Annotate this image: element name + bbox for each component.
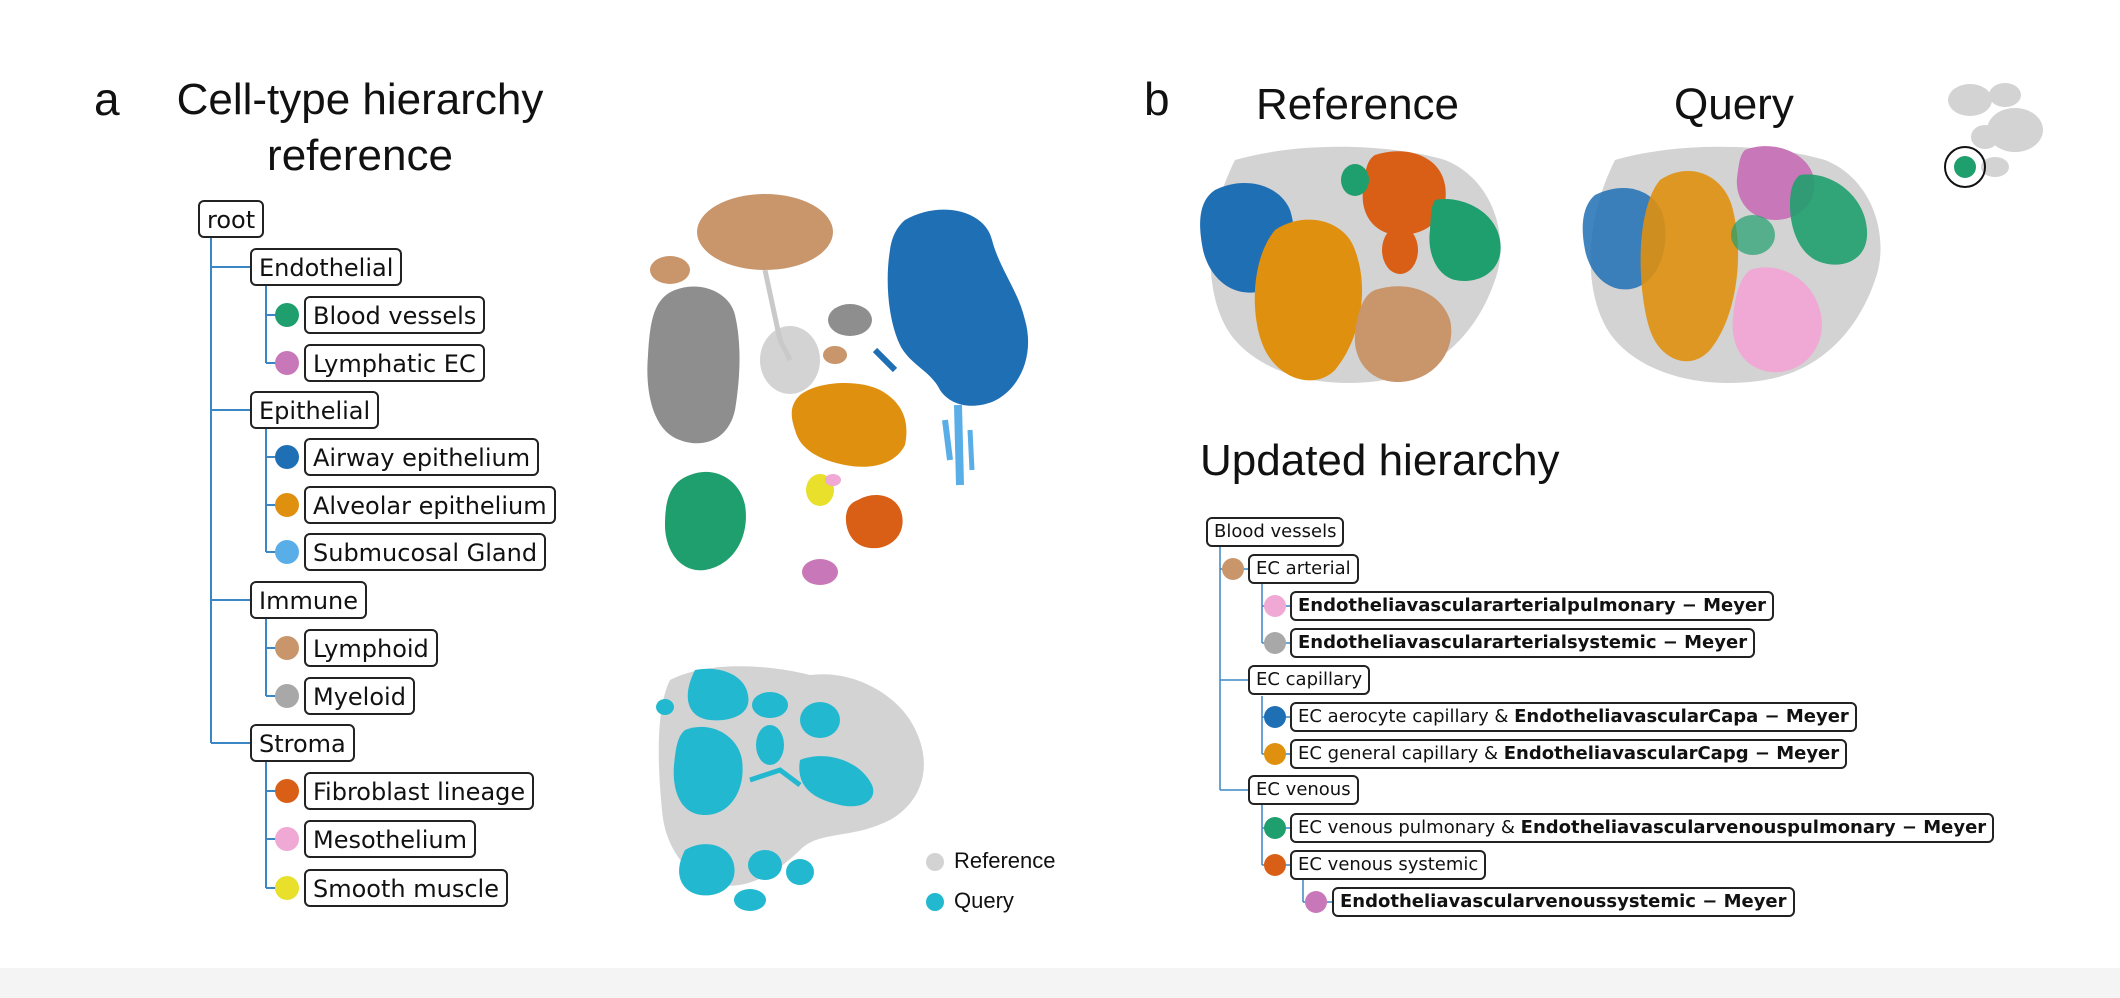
umap-cluster-mesothelium (825, 474, 841, 486)
updated-node-ec-venous: EC venous (1248, 775, 1359, 805)
query-umap-title: Query (1674, 80, 1794, 129)
ec-arterial-color-dot (1222, 558, 1244, 580)
ref-cluster-arterial (1354, 286, 1452, 383)
arterial-pulmonary-color-dot (1264, 595, 1286, 617)
tree-node-lymphatic-ec: Lymphatic EC (304, 344, 485, 382)
umap-cluster-alveolar-epithelium (791, 383, 907, 467)
updated-node-arterial-systemic: Endotheliavasculararterialsystemic − Mey… (1290, 628, 1756, 658)
myeloid-color-dot (275, 684, 299, 708)
query-cluster-arterial-pulmonary (1732, 267, 1822, 373)
updated-node-ec-arterial: EC arterial (1248, 554, 1359, 584)
panel-a-title: Cell-type hierarchy reference (160, 72, 560, 184)
umap-endothelial-query (1582, 146, 1881, 384)
updated-node-venous-systemic: EC venous systemic (1290, 850, 1487, 880)
airway-epithelium-color-dot (275, 445, 299, 469)
panel-b-letter: b (1144, 73, 1170, 125)
general-capillary-color-dot (1264, 743, 1286, 765)
venous-systemic-color-dot (1264, 854, 1286, 876)
tree-node-fibroblast-lineage: Fibroblast lineage (304, 772, 535, 810)
updated-node-venous-pulmonary: EC venous pulmonary & Endotheliavascular… (1290, 813, 1995, 843)
arterial-systemic-color-dot (1264, 632, 1286, 654)
updated-node-venous-systemic-meyer: Endotheliavascularvenoussystemic − Meyer (1332, 887, 1795, 917)
mesothelium-color-dot (275, 827, 299, 851)
umap-reference-query (656, 666, 924, 911)
tree-node-root: root (198, 200, 265, 238)
venous-systemic-meyer-color-dot (1305, 891, 1327, 913)
legend-query-label: Query (954, 888, 1014, 913)
updated-hierarchy-title: Updated hierarchy (1200, 436, 1560, 485)
umap-cluster-airway-epithelium (887, 209, 1029, 406)
panel-a-title-line2: reference (267, 131, 453, 180)
smooth-muscle-color-dot (275, 876, 299, 900)
ref-cluster-venous-pulmonary (1429, 199, 1501, 281)
updated-node-aerocyte-capillary: EC aerocyte capillary & Endotheliavascul… (1290, 702, 1857, 732)
umap-cluster-submucosal-gland (954, 404, 964, 486)
umap-cluster-fibroblast-lineage (845, 495, 903, 549)
umap-cluster-lymphoid (697, 194, 833, 270)
tree-node-airway-epithelium: Airway epithelium (304, 438, 540, 476)
umap-inset-selection (1944, 83, 2043, 188)
legend-reference-dot (926, 853, 944, 871)
tree-node-lymphoid: Lymphoid (304, 629, 438, 667)
tree-node-endothelial: Endothelial (250, 248, 403, 286)
tree-node-mesothelium: Mesothelium (304, 820, 476, 858)
panel-a-letter: a (94, 73, 120, 125)
legend-query-dot (926, 893, 944, 911)
updated-node-blood-vessels: Blood vessels (1206, 517, 1345, 547)
tree-node-stroma: Stroma (250, 724, 355, 762)
tree-node-epithelial: Epithelial (250, 391, 380, 429)
query-cluster-venous-pulmonary (1790, 174, 1868, 265)
umap-cluster-blood-vessels (665, 471, 746, 571)
inset-selection-circle (1944, 146, 1986, 188)
blood-vessels-color-dot (275, 303, 299, 327)
fibroblast-lineage-color-dot (275, 779, 299, 803)
tree-node-myeloid: Myeloid (304, 677, 415, 715)
venous-pulmonary-color-dot (1264, 817, 1286, 839)
ref-cluster-general-capillary (1254, 219, 1363, 381)
panel-a-title-line1: Cell-type hierarchy (176, 75, 544, 124)
tree-node-smooth-muscle: Smooth muscle (304, 869, 508, 907)
lymphatic-ec-color-dot (275, 351, 299, 375)
tree-node-alveolar-epithelium: Alveolar epithelium (304, 486, 556, 524)
tree-node-submucosal-gland: Submucosal Gland (304, 533, 547, 571)
updated-node-general-capillary: EC general capillary & Endotheliavascula… (1290, 739, 1848, 769)
alveolar-epithelium-color-dot (275, 493, 299, 517)
submucosal-gland-color-dot (275, 540, 299, 564)
updated-node-arterial-pulmonary: Endotheliavasculararterialpulmonary − Me… (1290, 591, 1775, 621)
legend-reference-label: Reference (954, 848, 1056, 873)
umap-query-cells (687, 668, 749, 721)
umap-endothelial-reference (1200, 146, 1501, 384)
ref-cluster-venous-systemic (1362, 151, 1446, 235)
updated-node-ec-capillary: EC capillary (1248, 665, 1371, 695)
page-footer-band (0, 968, 2120, 998)
tree-node-immune: Immune (250, 581, 368, 619)
aerocyte-capillary-color-dot (1264, 706, 1286, 728)
lymphoid-color-dot (275, 636, 299, 660)
reference-umap-title: Reference (1256, 80, 1460, 129)
umap-cluster-myeloid (647, 286, 740, 444)
tree-node-blood-vessels: Blood vessels (304, 296, 486, 334)
umap-cluster-lymphatic-ec (802, 559, 838, 585)
query-cluster-general-capillary (1640, 171, 1739, 362)
inset-blood-vessels-cluster (1954, 156, 1976, 178)
umap-cell-types (647, 194, 1029, 585)
